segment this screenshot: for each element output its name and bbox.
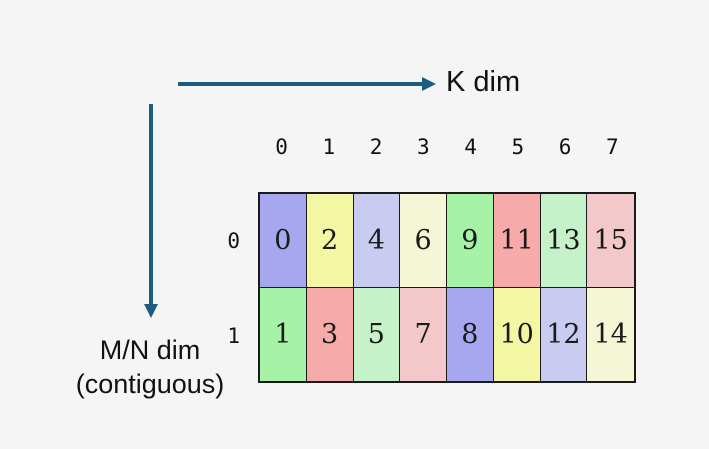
column-header: 2 xyxy=(369,135,383,159)
column-headers: 0 1 2 3 4 5 6 7 xyxy=(258,135,636,159)
k-dim-label: K dim xyxy=(446,66,521,98)
grid-cell: 13 xyxy=(540,194,588,288)
mn-dim-label-line1: M/N dim xyxy=(99,335,201,365)
mn-dim-label: M/N dim (contiguous) xyxy=(37,333,263,401)
k-dim-arrowhead-icon xyxy=(422,77,436,91)
mn-dim-arrow-shaft xyxy=(149,104,153,305)
grid-cell: 11 xyxy=(493,194,541,288)
grid-cell: 6 xyxy=(400,194,447,288)
column-header: 4 xyxy=(464,135,477,159)
column-header: 1 xyxy=(322,135,336,159)
column-header: 0 xyxy=(275,135,288,159)
grid-cell: 14 xyxy=(587,287,634,381)
grid-cell: 9 xyxy=(447,194,494,288)
column-header: 3 xyxy=(417,135,430,159)
grid-cell: 8 xyxy=(447,287,494,381)
column-header: 7 xyxy=(606,135,619,159)
k-dim-arrow-shaft xyxy=(178,82,424,86)
grid-cell: 2 xyxy=(306,194,354,288)
column-header: 6 xyxy=(558,135,572,159)
grid-cell: 4 xyxy=(353,194,401,288)
grid: 0 2 4 6 9 11 13 15 1 3 5 7 8 10 12 14 xyxy=(258,192,636,383)
mn-dim-label-line2: (contiguous) xyxy=(75,369,225,399)
row-label-1: 1 xyxy=(227,324,240,348)
grid-cell: 12 xyxy=(540,287,588,381)
grid-cell: 0 xyxy=(260,194,307,288)
grid-cell: 10 xyxy=(493,287,541,381)
grid-cell: 1 xyxy=(260,287,307,381)
grid-cell: 7 xyxy=(400,287,447,381)
grid-cell: 15 xyxy=(587,194,634,288)
grid-cell: 3 xyxy=(306,287,354,381)
column-header: 5 xyxy=(511,135,525,159)
grid-cell: 5 xyxy=(353,287,401,381)
mn-dim-arrowhead-icon xyxy=(144,304,158,318)
row-label-0: 0 xyxy=(227,229,240,253)
